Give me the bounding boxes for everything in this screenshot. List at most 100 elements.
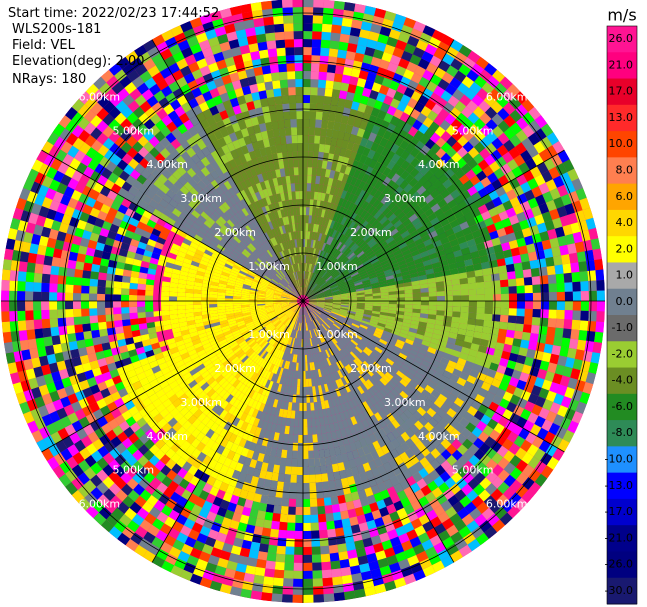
noise-gate bbox=[437, 41, 450, 54]
noise-gate bbox=[313, 586, 324, 595]
noise-gate bbox=[145, 301, 154, 307]
noise-gate bbox=[311, 538, 321, 547]
noise-gate bbox=[295, 70, 303, 80]
noise-gate bbox=[51, 335, 61, 346]
velocity-gate bbox=[460, 283, 469, 290]
noise-gate bbox=[325, 512, 334, 522]
velocity-gate bbox=[321, 120, 329, 129]
noise-gate bbox=[312, 15, 323, 24]
velocity-gate bbox=[451, 316, 461, 323]
velocity-gate bbox=[460, 312, 469, 319]
noise-gate bbox=[462, 152, 474, 164]
noise-gate bbox=[303, 594, 314, 603]
noise-gate bbox=[250, 50, 261, 61]
noise-gate bbox=[9, 270, 19, 281]
noise-gate bbox=[473, 214, 484, 224]
noise-gate bbox=[332, 16, 343, 26]
noise-gate bbox=[113, 307, 122, 315]
noise-gate bbox=[303, 586, 314, 595]
noise-gate bbox=[484, 200, 496, 211]
noise-gate bbox=[506, 360, 517, 370]
noise-gate bbox=[17, 271, 27, 282]
noise-gate bbox=[265, 560, 276, 570]
noise-gate bbox=[562, 366, 573, 378]
noise-gate bbox=[485, 142, 497, 155]
noise-gate bbox=[364, 79, 375, 90]
noise-gate bbox=[539, 360, 550, 371]
velocity-gate bbox=[412, 288, 421, 294]
velocity-gate bbox=[436, 286, 445, 292]
noise-gate bbox=[342, 582, 355, 593]
noise-gate bbox=[137, 301, 146, 307]
noise-gate bbox=[504, 225, 515, 235]
noise-gate bbox=[49, 292, 58, 301]
noise-gate bbox=[580, 291, 589, 301]
noise-gate bbox=[340, 82, 350, 92]
noise-gate bbox=[137, 306, 146, 313]
velocity-gate bbox=[420, 305, 429, 310]
velocity-gate bbox=[373, 298, 382, 301]
noise-gate bbox=[294, 62, 303, 72]
noise-gate bbox=[567, 347, 577, 359]
noise-gate bbox=[532, 309, 541, 318]
velocity-gate bbox=[483, 320, 492, 328]
noise-gate bbox=[376, 92, 387, 103]
noise-gate bbox=[531, 276, 541, 285]
noise-gate bbox=[251, 9, 264, 20]
noise-gate bbox=[496, 335, 506, 344]
noise-gate bbox=[286, 530, 295, 539]
noise-gate bbox=[538, 182, 550, 195]
noise-gate bbox=[74, 269, 84, 278]
noise-gate bbox=[539, 317, 549, 327]
noise-gate bbox=[525, 157, 537, 170]
noise-gate bbox=[273, 88, 282, 97]
noise-gate bbox=[379, 59, 390, 70]
noise-gate bbox=[129, 312, 138, 320]
noise-gate bbox=[263, 576, 274, 586]
noise-gate bbox=[9, 311, 18, 322]
noise-gate bbox=[527, 178, 539, 190]
noise-gate bbox=[256, 33, 267, 43]
noise-gate bbox=[585, 372, 596, 385]
noise-gate bbox=[250, 590, 263, 601]
noise-gate bbox=[97, 314, 107, 323]
noise-gate bbox=[283, 578, 294, 587]
velocity-gate bbox=[303, 215, 306, 223]
noise-gate bbox=[559, 244, 569, 256]
noise-gate bbox=[114, 320, 123, 328]
noise-gate bbox=[496, 144, 509, 157]
noise-gate bbox=[433, 85, 445, 98]
velocity-gate bbox=[476, 282, 485, 289]
velocity-gate bbox=[314, 135, 321, 144]
noise-gate bbox=[421, 51, 434, 63]
noise-gate bbox=[538, 266, 548, 277]
noise-gate bbox=[529, 225, 540, 236]
noise-gate bbox=[549, 353, 560, 365]
noise-gate bbox=[263, 73, 273, 83]
noise-gate bbox=[462, 141, 474, 153]
noise-gate bbox=[407, 79, 419, 91]
noise-gate bbox=[416, 39, 429, 52]
noise-gate bbox=[323, 0, 335, 9]
noise-gate bbox=[45, 345, 55, 356]
noise-gate bbox=[286, 63, 295, 72]
noise-gate bbox=[303, 514, 311, 524]
noise-gate bbox=[467, 112, 480, 124]
noise-gate bbox=[498, 357, 509, 368]
noise-gate bbox=[370, 56, 382, 67]
noise-gate bbox=[392, 47, 405, 59]
noise-gate bbox=[73, 308, 82, 317]
noise-gate bbox=[264, 24, 275, 34]
velocity-gate bbox=[498, 265, 507, 274]
noise-gate bbox=[492, 314, 501, 322]
noise-gate bbox=[515, 104, 529, 118]
noise-gate bbox=[263, 16, 274, 26]
noise-gate bbox=[513, 185, 525, 197]
noise-gate bbox=[316, 497, 325, 507]
noise-gate bbox=[501, 217, 512, 228]
noise-gate bbox=[431, 103, 443, 115]
noise-gate bbox=[526, 145, 539, 158]
noise-gate bbox=[311, 47, 321, 56]
noise-gate bbox=[426, 62, 438, 75]
noise-gate bbox=[333, 73, 343, 83]
